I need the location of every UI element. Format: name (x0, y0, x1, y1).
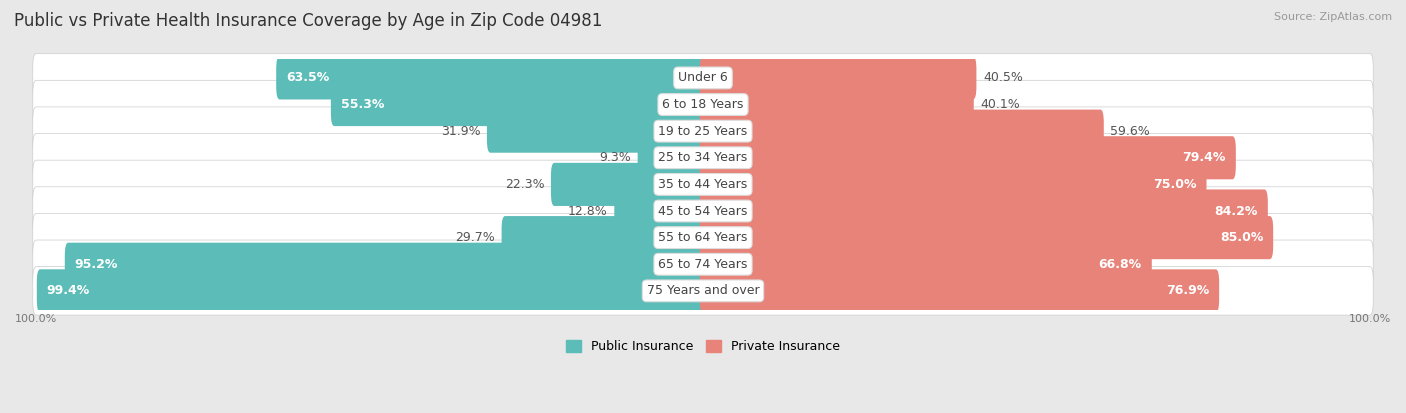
Text: Under 6: Under 6 (678, 71, 728, 84)
Text: Public vs Private Health Insurance Coverage by Age in Zip Code 04981: Public vs Private Health Insurance Cover… (14, 12, 602, 31)
Text: 63.5%: 63.5% (287, 71, 329, 84)
Text: 85.0%: 85.0% (1220, 231, 1263, 244)
FancyBboxPatch shape (638, 136, 706, 179)
Text: 75.0%: 75.0% (1153, 178, 1197, 191)
Text: 40.5%: 40.5% (983, 71, 1024, 84)
FancyBboxPatch shape (502, 216, 706, 259)
FancyBboxPatch shape (700, 56, 976, 100)
FancyBboxPatch shape (32, 187, 1374, 235)
Text: 22.3%: 22.3% (505, 178, 544, 191)
Text: 31.9%: 31.9% (440, 125, 481, 138)
FancyBboxPatch shape (700, 109, 1104, 153)
Text: 76.9%: 76.9% (1166, 285, 1209, 297)
Text: 84.2%: 84.2% (1215, 204, 1258, 218)
FancyBboxPatch shape (32, 267, 1374, 315)
Text: 40.1%: 40.1% (980, 98, 1021, 111)
FancyBboxPatch shape (330, 83, 706, 126)
Text: 55.3%: 55.3% (340, 98, 384, 111)
FancyBboxPatch shape (700, 163, 1206, 206)
FancyBboxPatch shape (276, 56, 706, 100)
FancyBboxPatch shape (700, 243, 1152, 286)
Text: 79.4%: 79.4% (1182, 151, 1226, 164)
Text: 19 to 25 Years: 19 to 25 Years (658, 125, 748, 138)
FancyBboxPatch shape (32, 214, 1374, 262)
Text: 25 to 34 Years: 25 to 34 Years (658, 151, 748, 164)
FancyBboxPatch shape (700, 83, 974, 126)
Text: 12.8%: 12.8% (568, 204, 607, 218)
Text: 66.8%: 66.8% (1098, 258, 1142, 271)
FancyBboxPatch shape (614, 190, 706, 233)
FancyBboxPatch shape (32, 160, 1374, 209)
Text: 99.4%: 99.4% (46, 285, 90, 297)
FancyBboxPatch shape (32, 107, 1374, 155)
Text: 65 to 74 Years: 65 to 74 Years (658, 258, 748, 271)
Legend: Public Insurance, Private Insurance: Public Insurance, Private Insurance (561, 335, 845, 358)
FancyBboxPatch shape (700, 216, 1274, 259)
FancyBboxPatch shape (32, 80, 1374, 129)
Text: 75 Years and over: 75 Years and over (647, 285, 759, 297)
Text: 9.3%: 9.3% (599, 151, 631, 164)
Text: 55 to 64 Years: 55 to 64 Years (658, 231, 748, 244)
FancyBboxPatch shape (32, 240, 1374, 288)
FancyBboxPatch shape (65, 243, 706, 286)
Text: 45 to 54 Years: 45 to 54 Years (658, 204, 748, 218)
FancyBboxPatch shape (551, 163, 706, 206)
FancyBboxPatch shape (700, 269, 1219, 313)
FancyBboxPatch shape (700, 136, 1236, 179)
Text: 59.6%: 59.6% (1111, 125, 1150, 138)
Text: 95.2%: 95.2% (75, 258, 118, 271)
FancyBboxPatch shape (32, 54, 1374, 102)
FancyBboxPatch shape (700, 190, 1268, 233)
FancyBboxPatch shape (486, 109, 706, 153)
Text: 29.7%: 29.7% (456, 231, 495, 244)
FancyBboxPatch shape (32, 133, 1374, 182)
Text: Source: ZipAtlas.com: Source: ZipAtlas.com (1274, 12, 1392, 22)
Text: 6 to 18 Years: 6 to 18 Years (662, 98, 744, 111)
Text: 35 to 44 Years: 35 to 44 Years (658, 178, 748, 191)
FancyBboxPatch shape (37, 269, 706, 313)
